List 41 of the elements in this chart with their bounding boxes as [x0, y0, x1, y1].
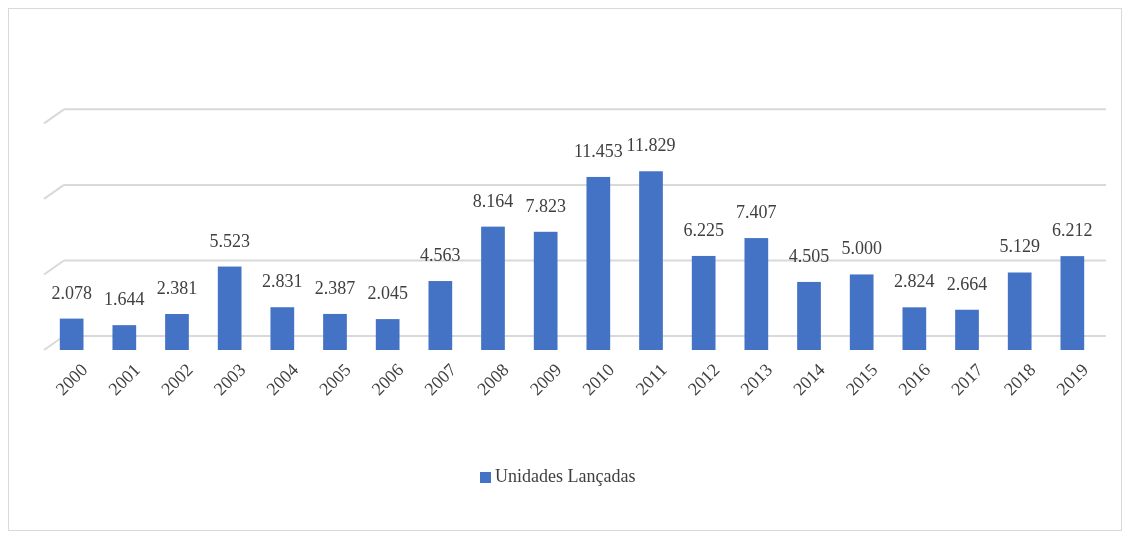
data-label: 6.225	[683, 219, 724, 240]
bar	[428, 281, 453, 350]
data-label: 2.381	[156, 278, 198, 299]
data-label: 2.824	[894, 271, 935, 292]
bar	[165, 314, 189, 350]
data-label: 1.644	[104, 289, 145, 310]
bar	[849, 274, 874, 350]
data-label: 11.453	[573, 140, 623, 161]
data-label: 2.387	[314, 277, 356, 298]
bar	[481, 226, 505, 350]
bar	[533, 231, 558, 350]
bar	[112, 325, 137, 350]
bar	[59, 318, 84, 350]
bar	[955, 309, 979, 350]
bar	[902, 307, 927, 350]
bar	[375, 319, 400, 350]
data-label: 4.505	[788, 245, 830, 266]
data-label: 7.407	[736, 202, 777, 223]
bar	[586, 176, 611, 350]
bar	[744, 238, 769, 350]
legend-label: Unidades Lançadas	[495, 466, 636, 487]
data-label: 7.823	[525, 195, 566, 216]
bar	[1060, 256, 1085, 350]
data-label: 5.000	[841, 238, 882, 259]
data-label: 2.831	[262, 271, 303, 292]
data-label: 11.829	[626, 135, 676, 156]
data-label: 2.078	[51, 282, 92, 303]
bar	[797, 281, 821, 350]
data-label: 2.045	[367, 283, 408, 304]
data-label: 2.664	[946, 273, 988, 294]
bar	[639, 171, 663, 350]
data-label: 8.164	[472, 190, 514, 211]
bar	[691, 255, 716, 350]
data-label: 4.563	[420, 245, 461, 266]
data-label: 6.212	[1052, 220, 1093, 241]
bar	[1007, 272, 1032, 350]
bar	[270, 307, 295, 350]
bar	[323, 313, 347, 350]
data-label: 5.129	[999, 236, 1040, 257]
data-label: 5.523	[209, 230, 250, 251]
bar	[217, 266, 242, 350]
